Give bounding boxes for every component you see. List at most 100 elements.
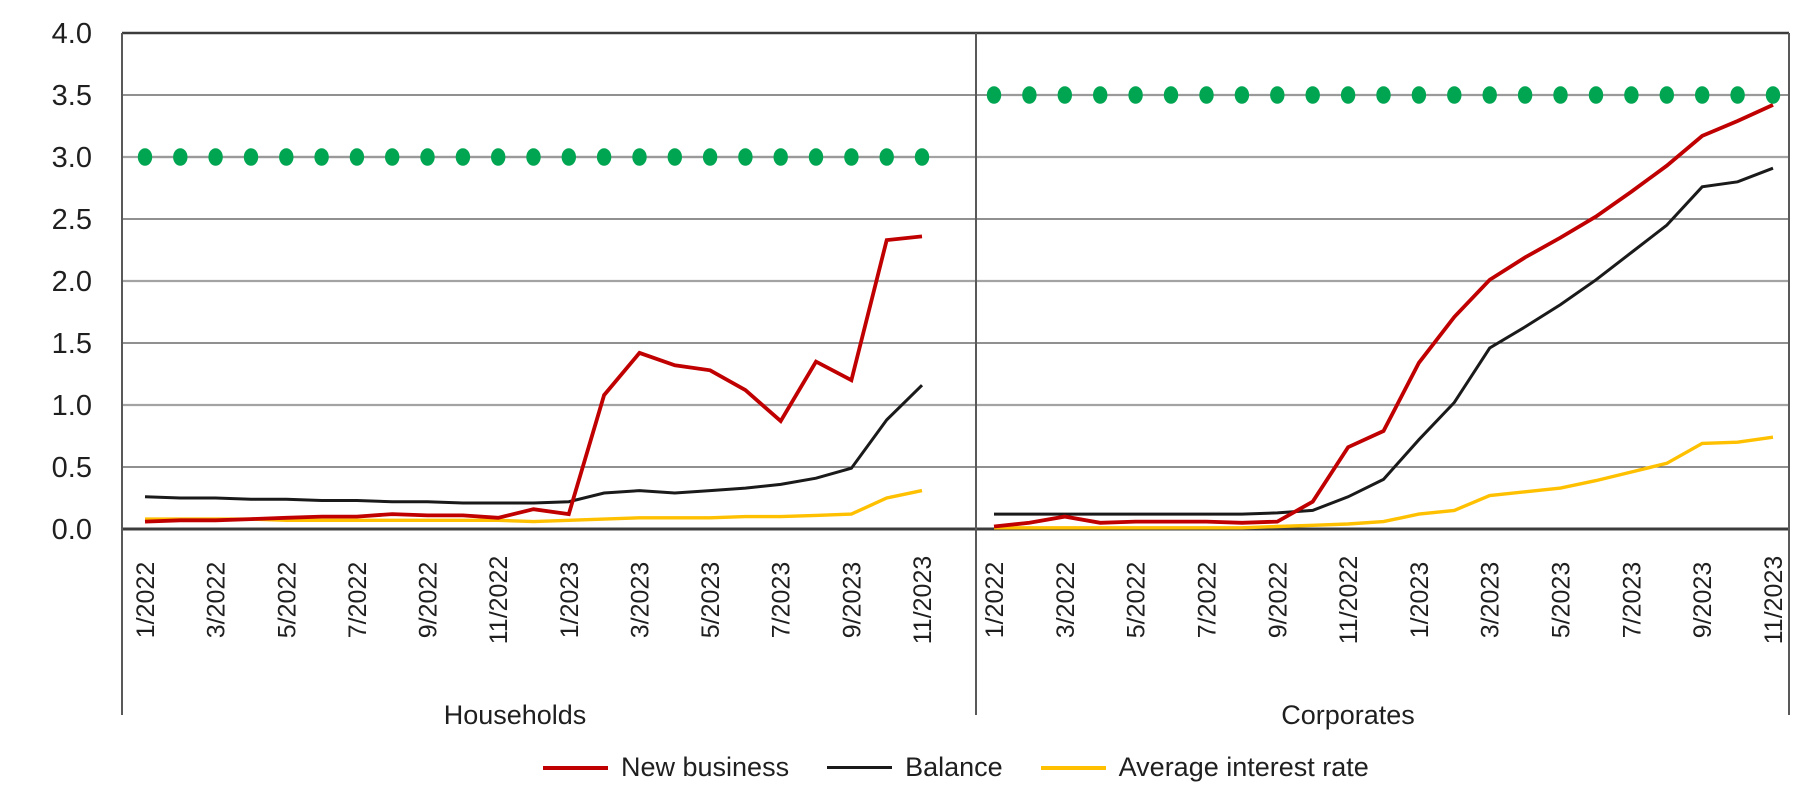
y-axis-tick-labels: 4.0 3.5 3.0 2.5 2.0 1.5 1.0 0.5 0.0 <box>52 18 92 546</box>
x-tick-label: 1/2023 <box>556 562 584 638</box>
y-tick-label: 0.5 <box>52 452 92 484</box>
x-tick-label: 11/2022 <box>485 556 513 645</box>
reference-dot <box>632 148 647 166</box>
balance-line-swatch <box>827 766 893 769</box>
new-business-line <box>993 103 1774 529</box>
x-tick-label: 5/2023 <box>697 562 725 638</box>
y-gridlines <box>122 31 1789 531</box>
reference-dot <box>279 148 294 166</box>
reference-dot <box>1376 86 1391 104</box>
x-tick-label: 11/2023 <box>909 556 937 645</box>
legend-item-new-business: New business <box>543 752 789 783</box>
reference-dot <box>455 148 471 166</box>
x-tick-label: 5/2023 <box>1548 562 1576 638</box>
reference-dot <box>986 86 1002 104</box>
reference-dot <box>1340 86 1356 104</box>
y-tick-label: 2.5 <box>52 204 92 236</box>
reference-dot <box>1517 86 1533 104</box>
x-tick-label: 11/2022 <box>1335 556 1363 645</box>
reference-dot <box>561 148 576 166</box>
x-tick-label: 9/2023 <box>838 562 866 638</box>
x-tick-label: 3/2023 <box>1477 562 1505 638</box>
reference-dot <box>1730 86 1745 104</box>
balance-line <box>144 384 924 505</box>
new-business-line-swatch <box>543 765 608 770</box>
x-tick-label: 1/2022 <box>132 562 160 638</box>
y-tick-label: 3.5 <box>52 80 92 112</box>
reference-dot <box>808 148 824 166</box>
reference-dot <box>844 148 859 166</box>
reference-dot <box>1411 86 1427 104</box>
reference-dot <box>1553 86 1568 104</box>
x-tick-label: 7/2023 <box>1618 562 1646 638</box>
reference-dot <box>1765 86 1781 104</box>
x-tick-label: 7/2023 <box>768 562 796 638</box>
reference-dot <box>1128 86 1143 104</box>
reference-dot <box>1270 86 1285 104</box>
balance-line <box>994 166 1774 516</box>
households-series <box>137 148 930 524</box>
reference-dot <box>667 148 682 166</box>
legend-item-balance: Balance <box>827 752 1003 783</box>
average-interest-rate-line-swatch <box>1040 765 1106 770</box>
y-tick-label: 1.5 <box>52 328 92 360</box>
x-tick-label: 1/2022 <box>981 562 1009 638</box>
reference-dot <box>1163 86 1179 104</box>
x-tick-label: 3/2023 <box>627 562 655 638</box>
reference-dot <box>1659 86 1675 104</box>
panel-label-corporates: Corporates <box>1281 700 1415 730</box>
corporates-series <box>986 86 1781 530</box>
reference-dot <box>491 148 506 166</box>
reference-dot <box>1305 86 1320 104</box>
legend-label-new-business: New business <box>621 752 790 782</box>
reference-dot <box>1234 86 1250 104</box>
panel-label-households: Households <box>443 700 587 730</box>
reference-dot <box>385 148 400 166</box>
reference-dot <box>208 148 223 166</box>
reference-dot <box>738 148 753 166</box>
reference-dot <box>1588 86 1604 104</box>
reference-dot <box>1624 86 1639 104</box>
legend-label-average-interest-rate: Average interest rate <box>1118 752 1369 782</box>
reference-dot <box>1447 86 1462 104</box>
x-axis-tick-labels: 1/2022 3/2022 5/2022 7/2022 9/2022 11/2022 1/2… <box>132 556 1788 645</box>
x-tick-label: 7/2022 <box>1194 562 1222 638</box>
reference-dot <box>526 148 541 166</box>
new-business-line <box>144 234 923 524</box>
x-tick-label: 11/2023 <box>1760 556 1788 645</box>
reference-dot <box>137 148 153 166</box>
reference-dot <box>349 148 365 166</box>
reference-dot <box>1199 86 1214 104</box>
x-tick-label: 9/2022 <box>415 562 443 638</box>
reference-dot <box>173 148 188 166</box>
x-tick-label: 9/2022 <box>1264 562 1292 638</box>
x-tick-label: 5/2022 <box>273 562 301 638</box>
reference-dot <box>1057 86 1073 104</box>
x-tick-label: 3/2022 <box>203 562 231 638</box>
reference-dot <box>879 148 894 166</box>
y-tick-label: 3.0 <box>52 142 92 174</box>
legend: New business Balance Average interest ra… <box>543 752 1369 783</box>
plot-frame <box>121 33 1790 715</box>
reference-dot <box>1093 86 1108 104</box>
legend-item-average-interest-rate: Average interest rate <box>1040 752 1369 783</box>
x-tick-label: 3/2022 <box>1052 562 1080 638</box>
y-tick-label: 1.0 <box>52 390 92 422</box>
x-tick-label: 9/2023 <box>1689 562 1717 638</box>
reference-dot <box>1482 86 1497 104</box>
legend-label-balance: Balance <box>905 752 1003 782</box>
y-tick-label: 2.0 <box>52 266 92 298</box>
reference-dot <box>314 148 329 166</box>
reference-dot <box>914 148 930 166</box>
reference-dot <box>596 148 612 166</box>
average-interest-rate-line <box>994 435 1774 530</box>
x-tick-label: 5/2022 <box>1123 562 1151 638</box>
reference-dot <box>1022 86 1037 104</box>
reference-dot <box>773 148 788 166</box>
x-tick-label: 1/2023 <box>1406 562 1434 638</box>
x-tick-label: 7/2022 <box>344 562 372 638</box>
reference-dot <box>243 148 259 166</box>
reference-dot <box>1695 86 1710 104</box>
reference-dot <box>420 148 435 166</box>
